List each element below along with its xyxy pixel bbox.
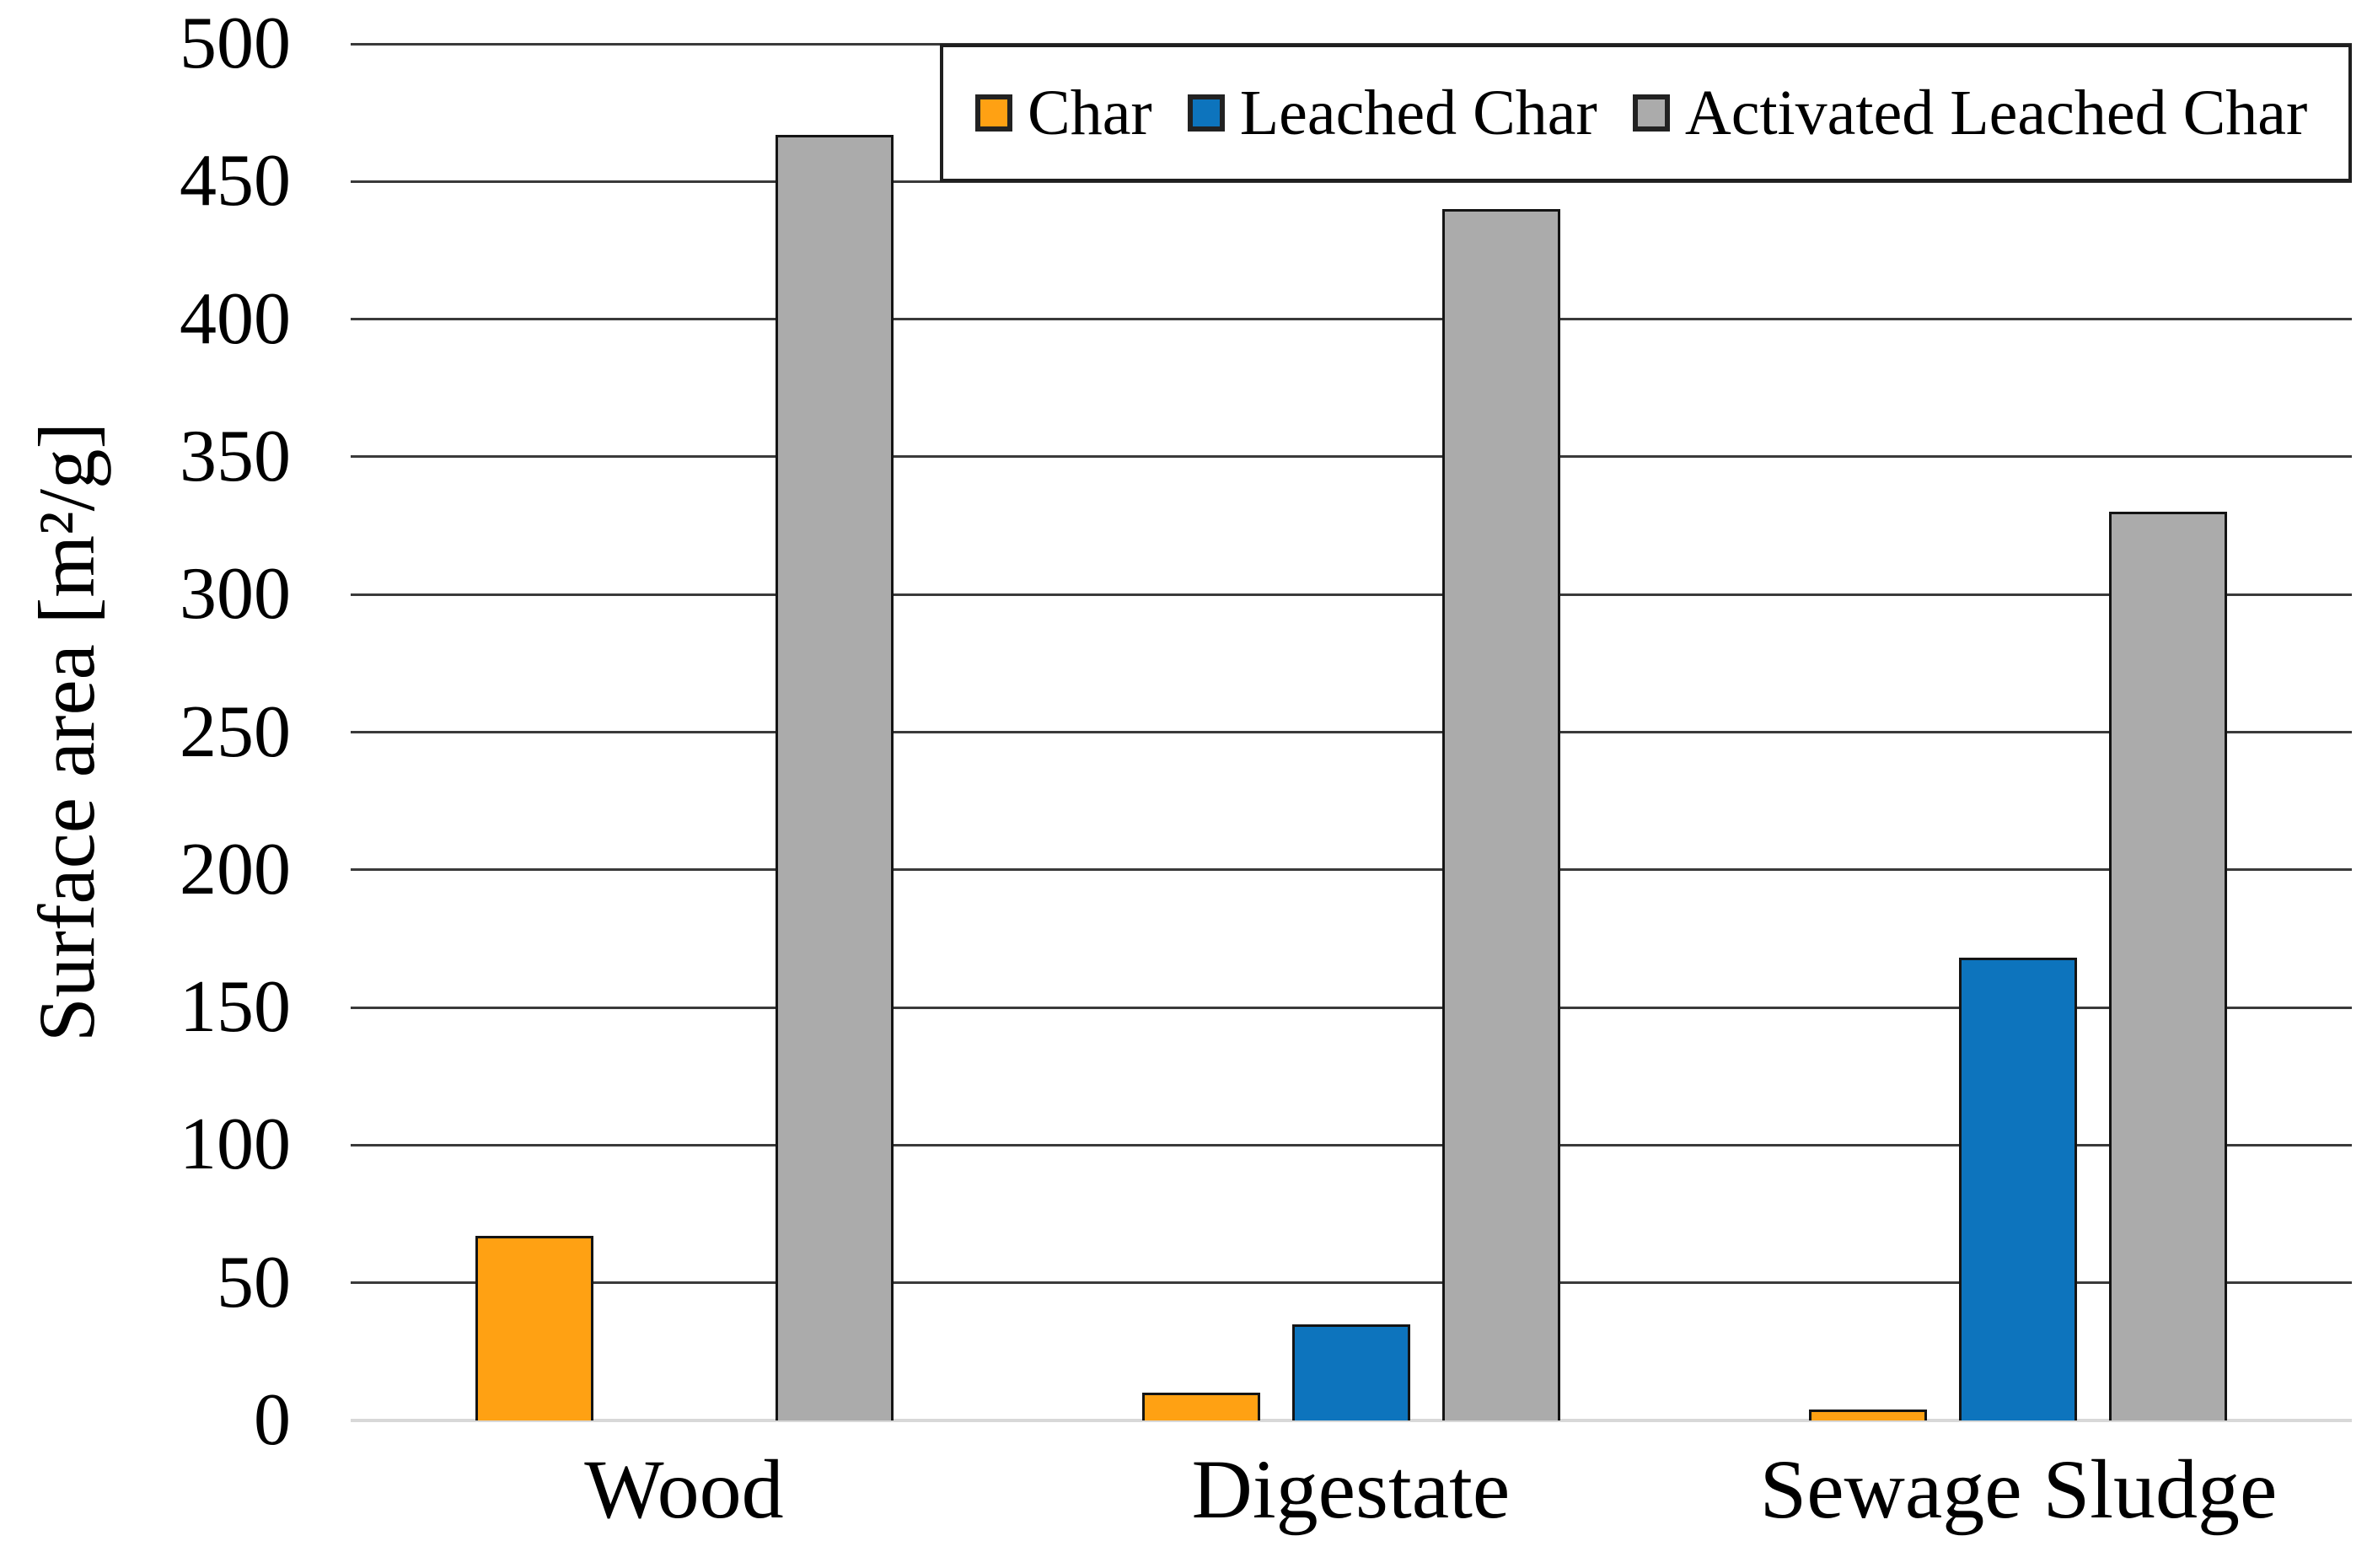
x-axis-baseline	[351, 1419, 2352, 1422]
bar-char-sewage-sludge	[1809, 1410, 1927, 1420]
legend-label-activated-leached-char: Activated Leached Char	[1684, 78, 2308, 148]
gridline-150	[351, 1007, 2352, 1009]
gridline-50	[351, 1281, 2352, 1284]
legend: Char Leached Char Activated Leached Char	[940, 44, 2352, 182]
y-tick-label-100: 100	[180, 1104, 291, 1185]
legend-entry-char: Char	[975, 81, 1152, 145]
y-tick-label-250: 250	[180, 691, 291, 773]
y-tick-label-500: 500	[180, 3, 291, 84]
legend-swatch-activated-leached-char-icon	[1632, 94, 1670, 132]
y-tick-label-400: 400	[180, 278, 291, 360]
bar-activated-leached-char-sewage-sludge	[2109, 512, 2227, 1420]
y-tick-label-150: 150	[180, 966, 291, 1048]
bar-activated-leached-char-wood	[776, 135, 894, 1420]
y-tick-label-0: 0	[254, 1379, 291, 1461]
gridline-200	[351, 868, 2352, 871]
gridline-100	[351, 1144, 2352, 1146]
legend-swatch-leached-char-icon	[1187, 94, 1225, 132]
bar-leached-char-digestate	[1292, 1324, 1410, 1420]
y-tick-label-200: 200	[180, 829, 291, 910]
legend-label-leached-char: Leached Char	[1239, 78, 1597, 148]
legend-entry-leached-char: Leached Char	[1187, 78, 1597, 148]
bar-char-wood	[475, 1236, 593, 1420]
y-tick-label-350: 350	[180, 416, 291, 497]
bar-leached-char-sewage-sludge	[1959, 958, 2077, 1420]
x-category-label-wood: Wood	[584, 1442, 784, 1536]
legend-swatch-char-icon	[975, 94, 1012, 132]
y-tick-label-300: 300	[180, 553, 291, 635]
gridline-300	[351, 593, 2352, 596]
x-category-label-sewage-sludge: Sewage Sludge	[1759, 1442, 2278, 1536]
y-tick-label-450: 450	[180, 140, 291, 222]
bar-activated-leached-char-digestate	[1442, 209, 1560, 1420]
bar-char-digestate	[1142, 1393, 1260, 1420]
gridline-250	[351, 731, 2352, 733]
y-tick-label-50: 50	[217, 1242, 291, 1324]
x-category-label-digestate: Digestate	[1191, 1442, 1511, 1536]
gridline-350	[351, 455, 2352, 458]
gridline-400	[351, 318, 2352, 320]
legend-entry-activated-leached-char: Activated Leached Char	[1632, 78, 2308, 148]
legend-label-char: Char	[1028, 78, 1152, 148]
